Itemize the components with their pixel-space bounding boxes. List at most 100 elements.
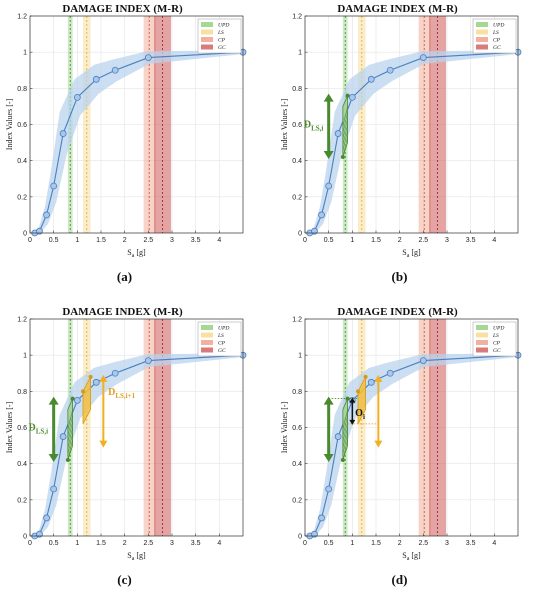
- x-tick-label: 1: [350, 540, 354, 547]
- x-tick-label: 1: [350, 237, 354, 244]
- panel-label: (a): [117, 269, 132, 284]
- legend-swatch: [476, 37, 488, 42]
- legend-swatch: [201, 347, 213, 353]
- data-point: [419, 357, 427, 364]
- y-tick-label: 1: [298, 353, 302, 360]
- data-point: [318, 211, 325, 219]
- y-tick-label: 1.2: [17, 317, 27, 324]
- x-axis-label: Sa [g]: [127, 551, 146, 562]
- y-tick-label: 0.6: [17, 425, 27, 432]
- x-tick-label: 4: [492, 540, 496, 547]
- y-tick-label: 1: [23, 353, 27, 360]
- legend-label: CP: [218, 37, 226, 43]
- x-tick-label: 0: [28, 237, 32, 244]
- data-point: [111, 369, 119, 377]
- x-tick-label: 2.5: [418, 237, 428, 244]
- region-vertex: [70, 396, 75, 401]
- data-point: [73, 396, 81, 404]
- x-tick-label: 1.5: [96, 540, 106, 547]
- limit-state-band: [143, 16, 156, 233]
- x-tick-label: 3: [445, 540, 449, 547]
- panel-label: (c): [117, 572, 131, 587]
- region-vertex: [345, 93, 350, 98]
- legend-swatch: [201, 44, 213, 50]
- y-tick-label: 0.4: [292, 461, 302, 468]
- hatch-line: [67, 433, 73, 455]
- hatch-line: [67, 415, 73, 437]
- panel-label: (b): [392, 269, 408, 284]
- region-vertex: [363, 374, 368, 379]
- legend-label: LS: [217, 30, 224, 36]
- chart-panel-4: 0 0.5 1 1.5 2 2.5 3 3.5 4 0 0.2 0.4 0.6 0.8 1 1.2 DAMAGE…: [280, 306, 522, 587]
- y-tick-label: 0.2: [292, 497, 302, 504]
- legend-swatch: [476, 29, 488, 35]
- hatch-line: [67, 427, 73, 449]
- y-tick-label: 0.4: [17, 461, 27, 468]
- limit-state-band: [418, 16, 431, 233]
- x-tick-label: 0.5: [49, 237, 59, 244]
- data-point: [334, 433, 342, 440]
- x-tick-label: 0: [303, 237, 307, 244]
- y-tick-label: 0.2: [17, 194, 27, 201]
- region-vertex: [81, 389, 86, 394]
- arrow-head: [323, 454, 334, 463]
- data-point: [50, 485, 58, 493]
- region-vertex: [356, 389, 361, 394]
- data-point: [92, 75, 100, 83]
- uncertainty-band: [34, 50, 244, 233]
- data-point: [386, 66, 394, 74]
- y-tick-label: 1.2: [292, 14, 302, 21]
- legend-label: GC: [493, 348, 501, 354]
- annotation-dls-i: DLS,i: [29, 423, 49, 436]
- chart-title: DAMAGE INDEX (M-R): [337, 306, 458, 318]
- legend-label: GC: [493, 45, 501, 51]
- x-tick-label: 0: [28, 540, 32, 547]
- y-axis-label: Index Values [-]: [5, 401, 14, 453]
- hatch-line: [342, 409, 348, 431]
- hatch-line: [342, 427, 348, 449]
- arrow-head: [374, 374, 383, 382]
- annotation-dls-i1: DLS,i+1: [108, 387, 135, 400]
- legend-label: GC: [218, 348, 226, 354]
- data-point: [111, 66, 119, 74]
- x-tick-label: 3.5: [191, 540, 201, 547]
- data-point: [334, 130, 342, 137]
- data-point: [59, 433, 67, 440]
- data-point: [348, 93, 356, 101]
- legend-swatch: [476, 325, 488, 330]
- y-tick-label: 0: [298, 534, 302, 541]
- y-axis-label: Index Values [-]: [280, 98, 289, 150]
- y-tick-label: 0.8: [292, 86, 302, 93]
- y-tick-label: 0.2: [17, 497, 27, 504]
- chart-title: DAMAGE INDEX (M-R): [62, 3, 183, 15]
- y-tick-label: 0.8: [17, 389, 27, 396]
- x-tick-label: 4: [492, 237, 496, 244]
- y-tick-label: 0.8: [17, 86, 27, 93]
- data-point: [367, 75, 375, 83]
- region-vertex: [340, 458, 345, 463]
- arrow-head: [323, 151, 334, 160]
- hatch-line: [342, 130, 348, 152]
- hatch-line: [67, 421, 73, 443]
- data-point: [144, 54, 152, 61]
- data-point: [144, 357, 152, 364]
- legend-label: LS: [217, 333, 224, 339]
- x-tick-label: 1: [75, 237, 79, 244]
- x-tick-label: 1.5: [371, 237, 381, 244]
- data-point: [50, 182, 58, 190]
- x-tick-label: 0: [303, 540, 307, 547]
- y-tick-label: 0.6: [292, 122, 302, 129]
- x-tick-label: 2.5: [143, 540, 153, 547]
- x-tick-label: 2.5: [143, 237, 153, 244]
- x-tick-label: 4: [217, 540, 221, 547]
- x-tick-label: 2: [123, 237, 127, 244]
- legend-swatch: [201, 22, 213, 27]
- region-vertex: [88, 374, 93, 379]
- legend-swatch: [201, 37, 213, 42]
- y-tick-label: 1: [23, 50, 27, 57]
- y-tick-label: 1.2: [292, 317, 302, 324]
- y-tick-label: 1.2: [17, 14, 27, 21]
- hatch-line: [342, 118, 348, 140]
- data-point: [92, 378, 100, 386]
- x-tick-label: 0.5: [49, 540, 59, 547]
